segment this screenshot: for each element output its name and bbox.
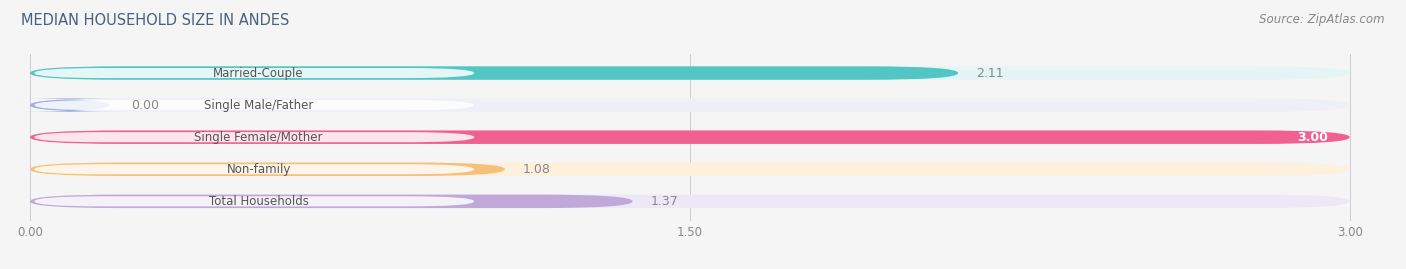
FancyBboxPatch shape [34, 132, 474, 142]
Text: 3.00: 3.00 [1296, 131, 1327, 144]
Text: 1.37: 1.37 [650, 195, 678, 208]
Text: 1.08: 1.08 [523, 163, 551, 176]
FancyBboxPatch shape [34, 68, 474, 78]
FancyBboxPatch shape [34, 100, 474, 110]
FancyBboxPatch shape [30, 162, 505, 176]
Text: Total Households: Total Households [208, 195, 308, 208]
FancyBboxPatch shape [34, 164, 474, 174]
FancyBboxPatch shape [17, 98, 122, 112]
Text: Single Male/Father: Single Male/Father [204, 99, 314, 112]
FancyBboxPatch shape [30, 194, 1350, 208]
Text: MEDIAN HOUSEHOLD SIZE IN ANDES: MEDIAN HOUSEHOLD SIZE IN ANDES [21, 13, 290, 29]
Text: Source: ZipAtlas.com: Source: ZipAtlas.com [1260, 13, 1385, 26]
FancyBboxPatch shape [34, 196, 474, 206]
FancyBboxPatch shape [30, 98, 1350, 112]
FancyBboxPatch shape [30, 162, 1350, 176]
FancyBboxPatch shape [30, 66, 1350, 80]
FancyBboxPatch shape [30, 194, 633, 208]
Text: Married-Couple: Married-Couple [214, 66, 304, 80]
FancyBboxPatch shape [30, 130, 1350, 144]
FancyBboxPatch shape [30, 66, 957, 80]
Text: 0.00: 0.00 [131, 99, 159, 112]
FancyBboxPatch shape [30, 130, 1350, 144]
Text: Non-family: Non-family [226, 163, 291, 176]
Text: 2.11: 2.11 [976, 66, 1004, 80]
Text: Single Female/Mother: Single Female/Mother [194, 131, 323, 144]
